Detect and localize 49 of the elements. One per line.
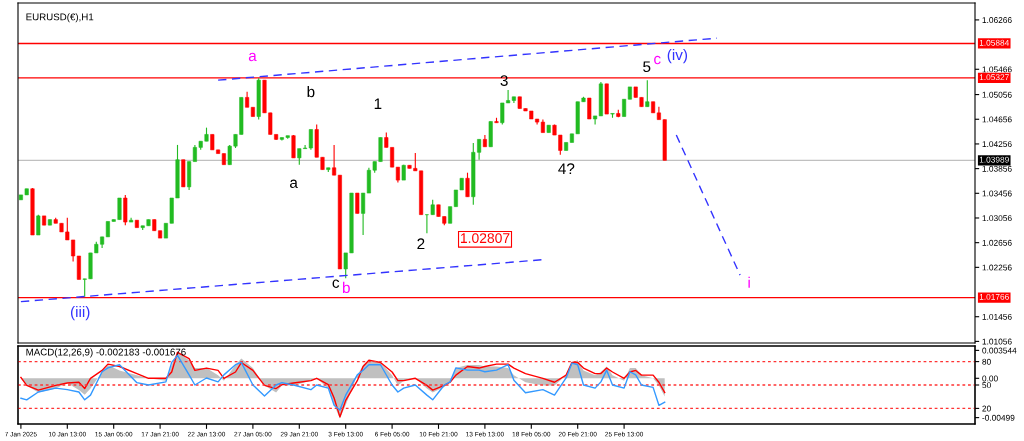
annotation: (iii) <box>70 305 90 321</box>
y2-tick-label: 80 <box>982 358 991 365</box>
y-tick-label: 1.05466 <box>982 66 1012 73</box>
y2-tick-label: 50 <box>982 382 991 389</box>
y-tick-label: 1.01456 <box>982 313 1012 320</box>
annotation: a <box>290 179 298 188</box>
y-tick-label: 1.04256 <box>982 141 1012 148</box>
annotation: b <box>342 281 350 294</box>
text: EURUSD(€),H1 <box>26 13 94 23</box>
annotation: a <box>248 52 257 62</box>
candlestick <box>355 192 360 214</box>
annotation: 5 <box>643 61 651 73</box>
annotation: c <box>654 55 661 65</box>
y-tick-label: 1.01056 <box>982 338 1012 345</box>
y-tick-label: 1.03056 <box>982 215 1012 222</box>
annotation: 1.02807 <box>460 233 510 244</box>
y-tick-label: 1.05056 <box>982 91 1012 98</box>
candlestick <box>593 115 598 126</box>
candlestick <box>587 97 592 120</box>
annotation: 3 <box>500 75 508 86</box>
y-tick-label: 1.02656 <box>982 239 1012 246</box>
annotation: 4? <box>558 163 575 174</box>
chart-title: MACD(12,26,9) -0.002183 -0.001676 <box>26 348 186 358</box>
ref-line-label: 1.03989 <box>979 156 1009 163</box>
candlestick <box>361 192 366 236</box>
y-tick-label: 0.003544 <box>982 347 1017 354</box>
y-tick-label: 1.06266 <box>982 17 1012 24</box>
annotation: c <box>332 279 340 288</box>
annotation: (iv) <box>667 48 688 64</box>
y-tick-label: 1.04656 <box>982 116 1012 123</box>
candlestick <box>645 79 650 108</box>
ref-line-label: 1.01766 <box>979 293 1009 300</box>
y2-tick-label: 20 <box>982 405 991 412</box>
y-tick-label: 1.03856 <box>982 165 1012 172</box>
ref-line-label: 1.05327 <box>979 74 1009 81</box>
ref-line-label: 1.05884 <box>979 39 1010 46</box>
annotation: 2 <box>417 238 425 250</box>
candlestick <box>76 255 81 280</box>
annotation: b <box>307 85 315 98</box>
annotation: i <box>748 276 750 288</box>
candlestick <box>308 128 313 151</box>
y-tick-label: -0.00499 <box>982 414 1015 421</box>
y-tick-label: 1.02256 <box>982 264 1012 271</box>
candlestick <box>291 134 296 159</box>
y-tick-label: 0.00 <box>982 375 998 382</box>
candlestick <box>465 172 470 198</box>
annotation: 1 <box>374 98 382 109</box>
candlestick <box>332 144 337 176</box>
y-tick-label: 1.03456 <box>982 190 1012 197</box>
